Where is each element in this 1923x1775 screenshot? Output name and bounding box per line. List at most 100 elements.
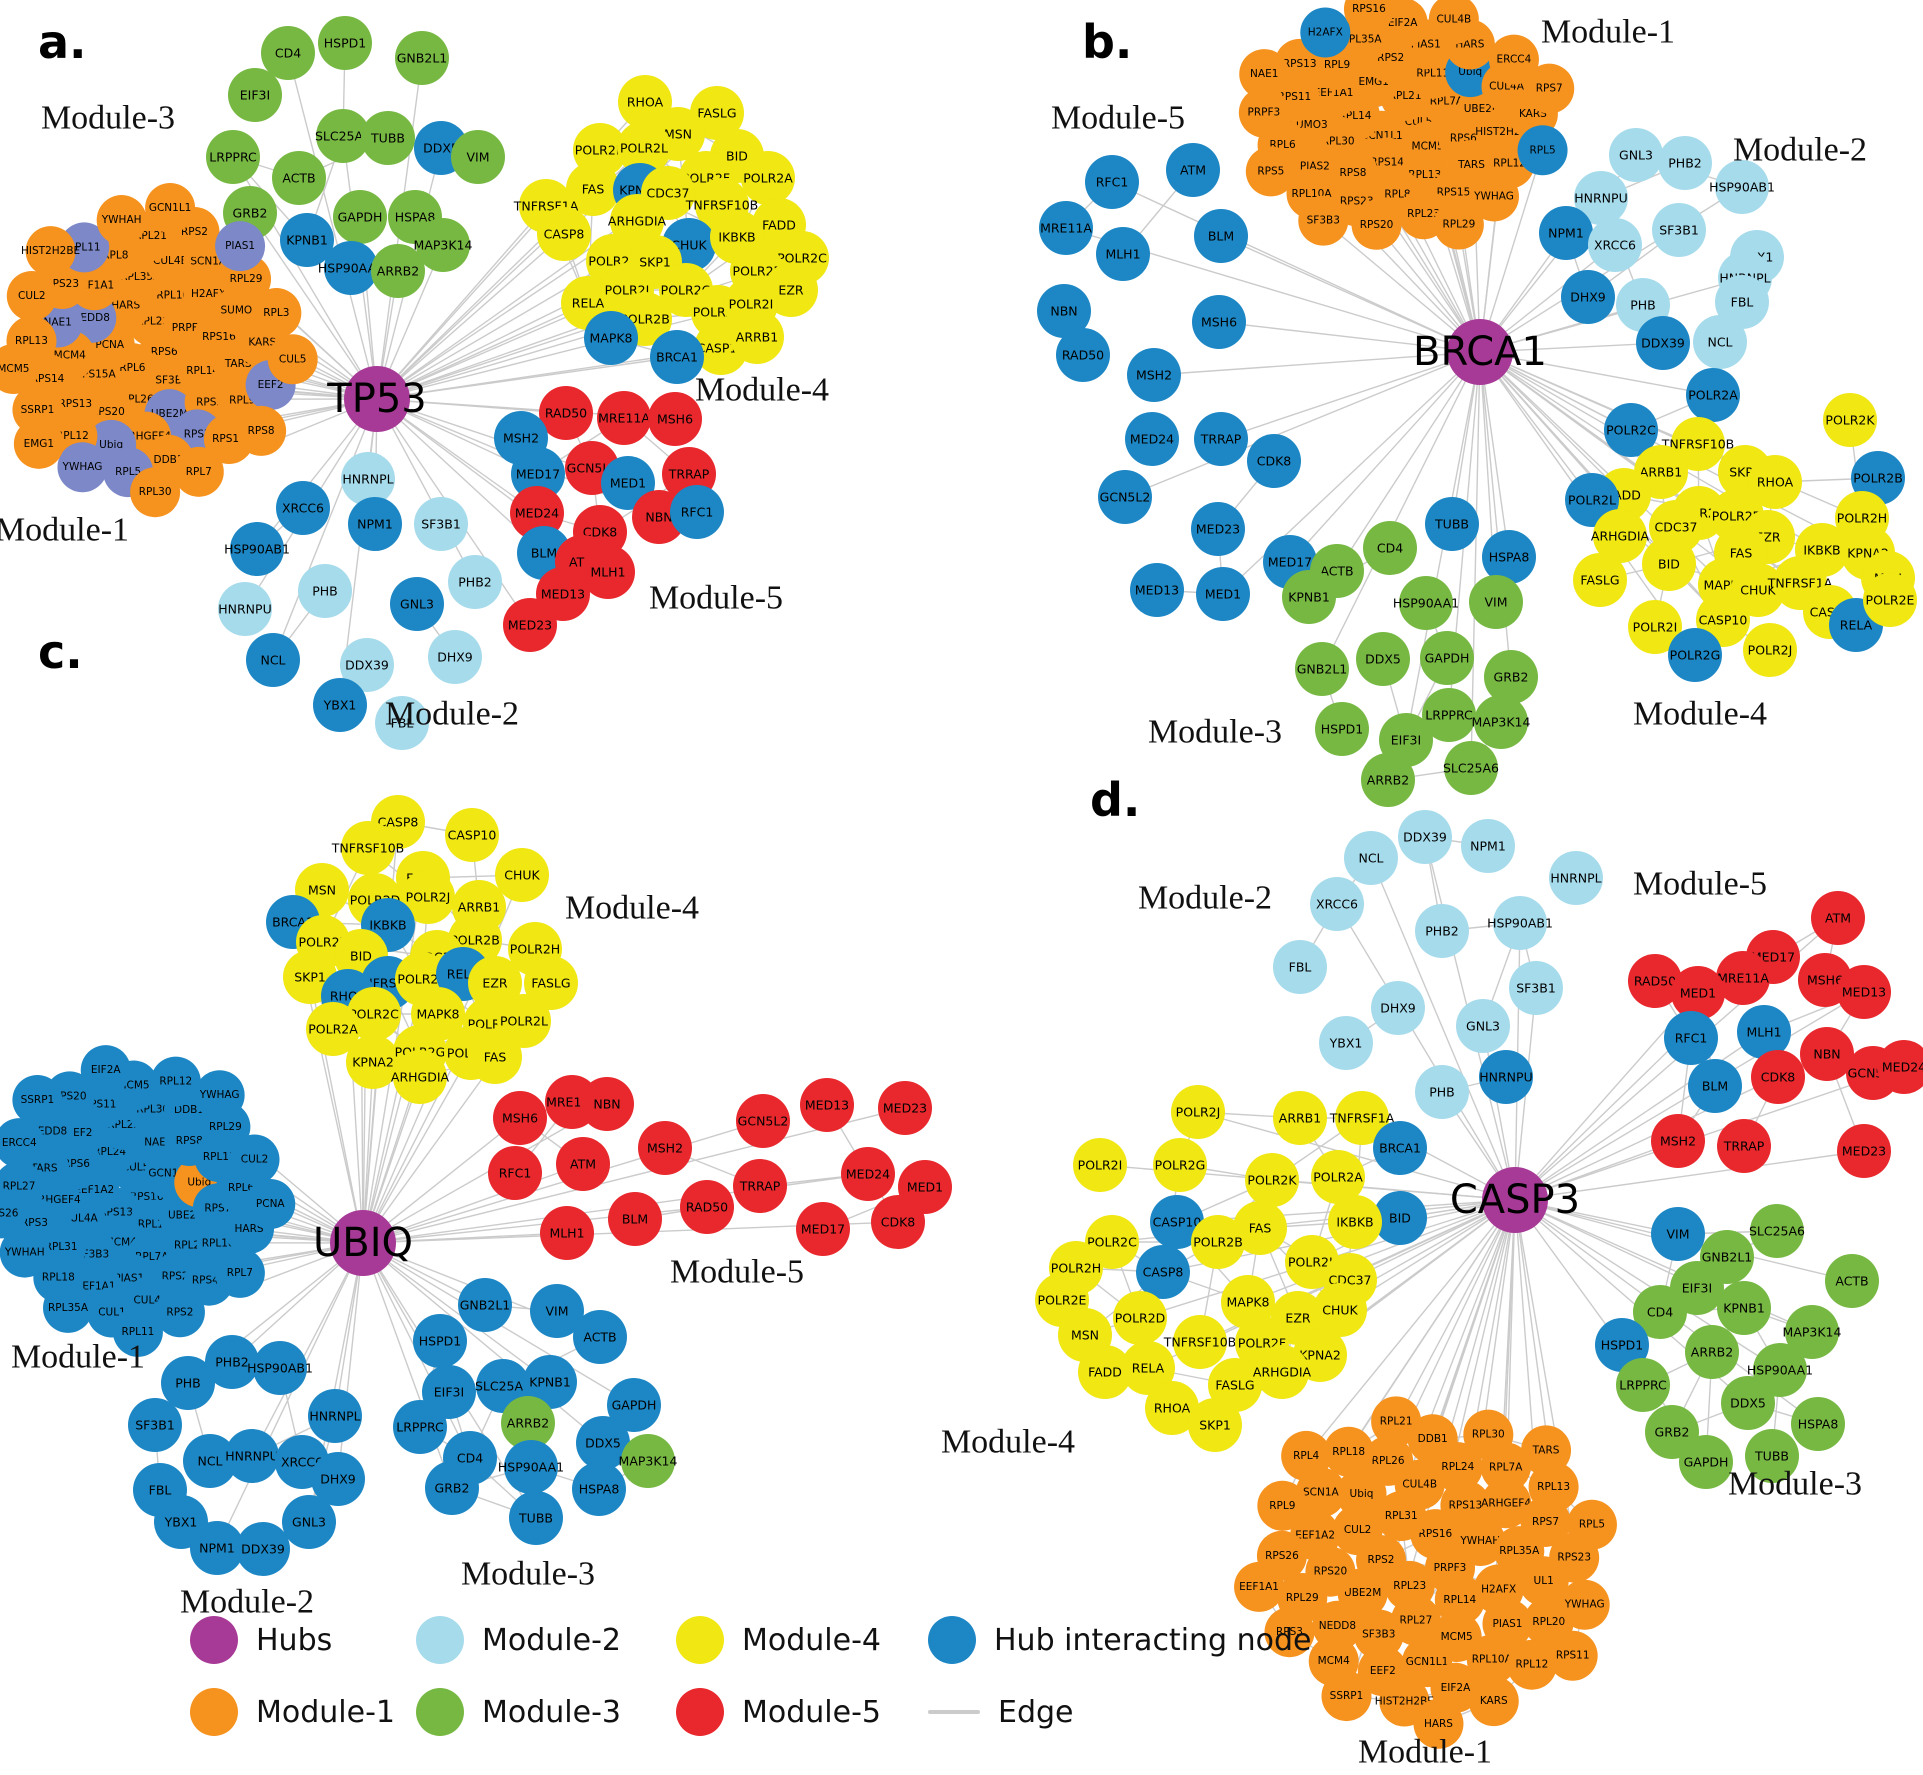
node-TUBB	[361, 111, 415, 165]
hub-edge	[251, 1242, 364, 1457]
node-label: HSP90AB1	[1709, 180, 1775, 195]
module3-swatch-icon	[416, 1688, 464, 1736]
node-CDK8	[1751, 1050, 1805, 1104]
hub-label: CASP3	[1450, 1177, 1580, 1223]
node-NBN	[580, 1077, 634, 1131]
node-label: HSP90AA1	[1393, 596, 1459, 611]
node-LRPPRC	[1616, 1358, 1670, 1412]
node-label: MSH6	[657, 412, 693, 427]
node-MED24	[510, 486, 564, 540]
node-CASP8	[537, 207, 591, 261]
node-label: FASLG	[697, 106, 736, 121]
node-label: RPS16	[1352, 3, 1386, 15]
node-GNL3	[282, 1495, 336, 1549]
node-label: SSRP1	[21, 1094, 55, 1106]
node-H2AFX	[1300, 7, 1351, 58]
node-YWHAH	[96, 195, 147, 246]
node-label: MSH2	[1660, 1134, 1696, 1149]
node-label: ARRB2	[1367, 773, 1409, 788]
node-label: EMG1	[24, 438, 55, 450]
node-NPM1	[1461, 819, 1515, 873]
node-GNL3	[390, 577, 444, 631]
module-label-Module-2: Module-2	[180, 1584, 314, 1621]
node-DDX5	[1721, 1376, 1775, 1430]
node-EMG1	[13, 418, 64, 469]
node-ARRB1	[730, 310, 784, 364]
node-label: POLR2E	[1866, 593, 1915, 608]
node-SLC25A6	[1444, 741, 1498, 795]
node-CASP8	[1136, 1245, 1190, 1299]
node-PIAS1	[215, 221, 266, 272]
node-label: TARS	[1532, 1444, 1560, 1456]
node-label: HARS	[234, 1223, 263, 1235]
node-label: ARHGDIA	[391, 1070, 450, 1085]
node-label: RPL29	[1286, 1592, 1319, 1604]
node-label: PHB2	[1668, 156, 1701, 171]
node-CHUK	[1313, 1283, 1367, 1337]
node-label: RFC1	[681, 505, 714, 520]
node-label: MED17	[1268, 555, 1312, 570]
nodes-panel-b.: RFC1 ATM MRE11A MLH1 BLM NBN MSH6 RAD50 MSH2 MED2…	[1037, 0, 1917, 807]
node-label: RPL13	[203, 1151, 236, 1163]
node-GNL3	[1456, 999, 1510, 1053]
node-label: CD4	[457, 1451, 483, 1466]
node-label: MSH2	[647, 1141, 683, 1156]
node-POLR2A	[1686, 368, 1740, 422]
node-label: YWHAG	[62, 461, 103, 473]
module-label-Module-4: Module-4	[941, 1424, 1075, 1461]
node-label: POLR2C	[1606, 423, 1656, 438]
node-label: HSPD1	[324, 36, 366, 51]
node-label: DDX39	[1403, 830, 1447, 845]
node-POLR2I	[1073, 1138, 1127, 1192]
node-label: NPM1	[199, 1541, 235, 1556]
node-label: DDX39	[345, 658, 389, 673]
hub-edge	[1370, 857, 1516, 1201]
node-label: RPS13	[1283, 58, 1317, 70]
node-label: TNFRSF1A	[1329, 1111, 1395, 1126]
node-label: HARS	[111, 299, 140, 311]
node-label: RPL18	[42, 1272, 75, 1284]
node-label: EIF3I	[1391, 733, 1421, 748]
node-PHB2	[1658, 136, 1712, 190]
hub-edge	[376, 205, 547, 400]
node-HSPA8	[572, 1462, 626, 1516]
node-label: GNB2L1	[1297, 662, 1347, 677]
node-label: POLR2C	[777, 251, 827, 266]
node-SLC25A6	[1750, 1204, 1804, 1258]
hub-edge	[1305, 1199, 1516, 1457]
node-label: PCNA	[256, 1198, 286, 1210]
hub-edge	[376, 356, 678, 400]
module-label-Module-1: Module-1	[11, 1339, 145, 1376]
node-label: MLH1	[1746, 1025, 1781, 1040]
node-label: MED1	[907, 1180, 943, 1195]
legend-label: Module-1	[256, 1694, 395, 1730]
node-label: MED24	[1882, 1060, 1923, 1075]
node-RAD50	[539, 386, 593, 440]
node-label: HNRNPU	[1574, 191, 1627, 206]
node-label: MCM5	[1441, 1631, 1473, 1643]
node-MED24	[1877, 1040, 1923, 1094]
node-label: GNL3	[400, 597, 434, 612]
hub-edge	[362, 1052, 472, 1244]
node-label: RPS6	[151, 346, 178, 358]
node-label: NCL	[260, 653, 285, 668]
node-label: MAPK8	[589, 331, 632, 346]
node-label: HSPA8	[1489, 550, 1530, 565]
node-label: CUL5	[279, 353, 307, 365]
node-label: NEDD8	[1319, 1620, 1356, 1632]
hub-edge	[362, 1117, 521, 1244]
node-NCL	[183, 1434, 237, 1488]
node-label: CD4	[1647, 1305, 1673, 1320]
node-label: RPL7A	[1489, 1461, 1523, 1473]
node-label: Ubiq	[1458, 66, 1482, 78]
node-label: SF3B1	[1659, 223, 1699, 238]
node-MLH1	[1096, 227, 1150, 281]
node-label: SLC25A6	[1443, 761, 1499, 776]
node-label: VIM	[545, 1304, 568, 1319]
node-label: RPS2	[1377, 52, 1404, 64]
node-label: SCN1A	[190, 255, 227, 267]
legend-item-module2: Module-2	[416, 1612, 621, 1668]
node-label: HSP90AB1	[224, 542, 290, 557]
node-label: BLM	[1208, 229, 1234, 244]
node-label: BID	[1389, 1211, 1411, 1226]
